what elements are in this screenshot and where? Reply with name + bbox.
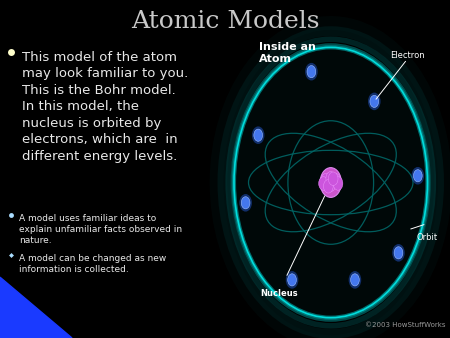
Text: Nucleus: Nucleus — [260, 289, 298, 298]
Text: This model of the atom
may look familiar to you.
This is the Bohr model.
In this: This model of the atom may look familiar… — [22, 51, 188, 163]
Ellipse shape — [288, 274, 297, 286]
Ellipse shape — [349, 271, 361, 289]
Polygon shape — [0, 277, 72, 338]
Text: A model can be changed as new
information is collected.: A model can be changed as new informatio… — [19, 254, 166, 274]
Ellipse shape — [239, 194, 252, 212]
Ellipse shape — [319, 177, 328, 190]
Text: A model uses familiar ideas to
explain unfamiliar facts observed in
nature.: A model uses familiar ideas to explain u… — [19, 214, 182, 245]
Ellipse shape — [234, 47, 428, 318]
Text: Orbit: Orbit — [416, 233, 437, 242]
Ellipse shape — [252, 126, 265, 144]
Ellipse shape — [412, 167, 424, 185]
Ellipse shape — [286, 271, 298, 289]
Ellipse shape — [414, 170, 422, 182]
Text: ©2003 HowStuffWorks: ©2003 HowStuffWorks — [365, 322, 446, 328]
Ellipse shape — [351, 274, 359, 286]
Text: Electron: Electron — [390, 51, 424, 60]
Ellipse shape — [370, 95, 378, 107]
Ellipse shape — [368, 93, 381, 110]
Ellipse shape — [333, 177, 343, 190]
Ellipse shape — [392, 244, 405, 262]
Ellipse shape — [394, 247, 403, 259]
Ellipse shape — [324, 179, 333, 193]
Text: Inside an
Atom: Inside an Atom — [259, 42, 315, 64]
Ellipse shape — [307, 66, 316, 78]
Ellipse shape — [321, 173, 331, 187]
Text: Atomic Models: Atomic Models — [131, 10, 319, 33]
Ellipse shape — [326, 171, 336, 185]
Ellipse shape — [320, 168, 342, 197]
Ellipse shape — [326, 178, 336, 192]
Ellipse shape — [331, 173, 341, 187]
Ellipse shape — [254, 129, 262, 141]
Ellipse shape — [241, 197, 250, 209]
Ellipse shape — [305, 63, 318, 80]
Ellipse shape — [328, 172, 338, 186]
